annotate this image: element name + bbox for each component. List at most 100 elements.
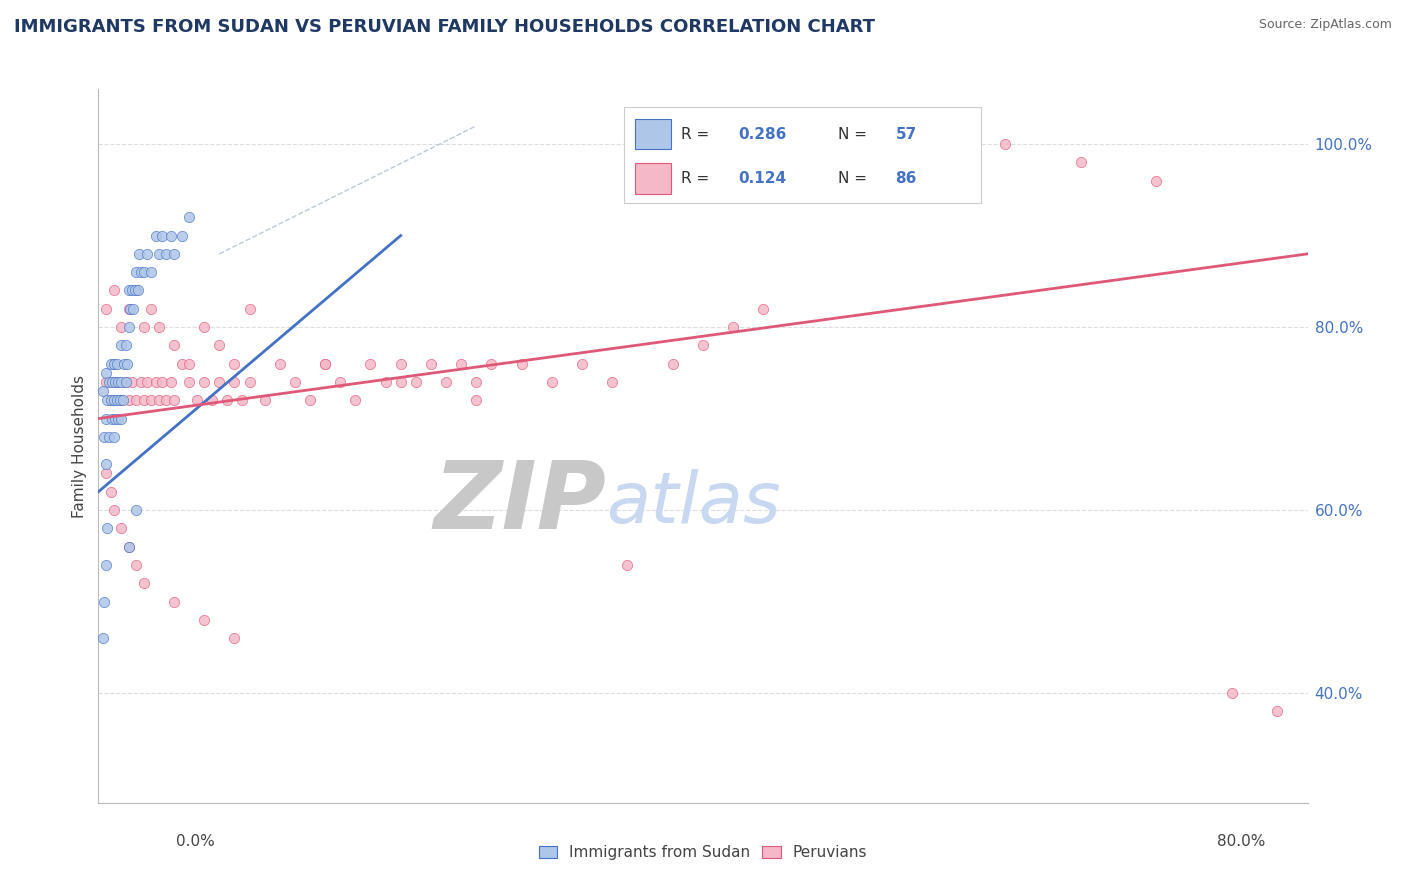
Point <box>120 301 142 316</box>
Point <box>103 393 125 408</box>
Point <box>101 375 124 389</box>
Point <box>389 357 412 371</box>
Point <box>105 375 128 389</box>
Point <box>329 375 352 389</box>
Point <box>108 393 131 408</box>
Point <box>125 503 148 517</box>
Point <box>103 357 125 371</box>
Point <box>98 430 121 444</box>
Point <box>1144 174 1167 188</box>
Point <box>121 284 143 298</box>
Point <box>94 301 117 316</box>
Point <box>163 338 186 352</box>
Point <box>141 393 163 408</box>
Point <box>224 631 246 645</box>
Point <box>115 357 138 371</box>
Point <box>91 384 114 398</box>
Point <box>510 357 533 371</box>
Text: ZIP: ZIP <box>433 457 606 549</box>
Point <box>94 366 117 380</box>
Point <box>1070 155 1092 169</box>
Point <box>163 594 186 608</box>
Point <box>118 320 141 334</box>
Point <box>98 375 121 389</box>
Point <box>465 375 488 389</box>
Point <box>105 393 128 408</box>
Point <box>360 357 382 371</box>
Point <box>193 375 215 389</box>
Point <box>1220 686 1243 700</box>
Point <box>96 393 118 408</box>
Point <box>434 375 457 389</box>
Point <box>110 411 132 425</box>
Point <box>481 357 503 371</box>
Point <box>420 357 443 371</box>
Point <box>129 265 152 279</box>
Point <box>215 393 238 408</box>
Point <box>132 393 155 408</box>
Point <box>389 375 412 389</box>
Point <box>160 375 183 389</box>
Point <box>103 357 125 371</box>
Point <box>94 558 117 572</box>
Point <box>253 393 276 408</box>
Text: 80.0%: 80.0% <box>1218 834 1265 849</box>
Point <box>284 375 307 389</box>
Point <box>112 357 135 371</box>
Point <box>93 430 115 444</box>
Point <box>114 338 136 352</box>
Point <box>602 375 624 389</box>
Point <box>100 393 122 408</box>
Point <box>125 265 148 279</box>
Point <box>150 228 173 243</box>
Point <box>124 284 146 298</box>
Y-axis label: Family Households: Family Households <box>72 375 87 517</box>
Text: IMMIGRANTS FROM SUDAN VS PERUVIAN FAMILY HOUSEHOLDS CORRELATION CHART: IMMIGRANTS FROM SUDAN VS PERUVIAN FAMILY… <box>14 18 875 36</box>
Point <box>118 284 141 298</box>
Point <box>208 375 231 389</box>
Point <box>127 284 149 298</box>
Point <box>93 594 115 608</box>
Point <box>201 393 224 408</box>
Text: Source: ZipAtlas.com: Source: ZipAtlas.com <box>1258 18 1392 31</box>
Point <box>114 375 136 389</box>
Point <box>239 375 262 389</box>
Point <box>135 247 157 261</box>
Point <box>540 375 562 389</box>
Point <box>179 211 201 225</box>
Point <box>110 521 132 535</box>
Point <box>170 228 193 243</box>
Point <box>571 357 593 371</box>
Point <box>148 393 170 408</box>
Point <box>616 558 638 572</box>
Point <box>100 393 122 408</box>
Point <box>179 375 201 389</box>
Point <box>104 375 127 389</box>
Point <box>103 430 125 444</box>
Point <box>465 393 488 408</box>
Point <box>170 357 193 371</box>
Legend: Immigrants from Sudan, Peruvians: Immigrants from Sudan, Peruvians <box>533 839 873 866</box>
Point <box>122 301 145 316</box>
Point <box>193 320 215 334</box>
Point <box>100 484 122 499</box>
Point <box>110 338 132 352</box>
Point <box>692 338 714 352</box>
Point <box>299 393 322 408</box>
Point <box>314 357 336 371</box>
Point <box>239 301 262 316</box>
Point <box>145 228 167 243</box>
Point <box>114 375 136 389</box>
Text: atlas: atlas <box>606 468 780 538</box>
Point <box>105 357 128 371</box>
Point <box>231 393 253 408</box>
Point <box>103 503 125 517</box>
Point <box>224 357 246 371</box>
Point <box>125 558 148 572</box>
Point <box>155 393 177 408</box>
Point <box>1267 704 1289 718</box>
Point <box>125 284 148 298</box>
Point <box>155 247 177 261</box>
Point <box>141 301 163 316</box>
Point <box>374 375 396 389</box>
